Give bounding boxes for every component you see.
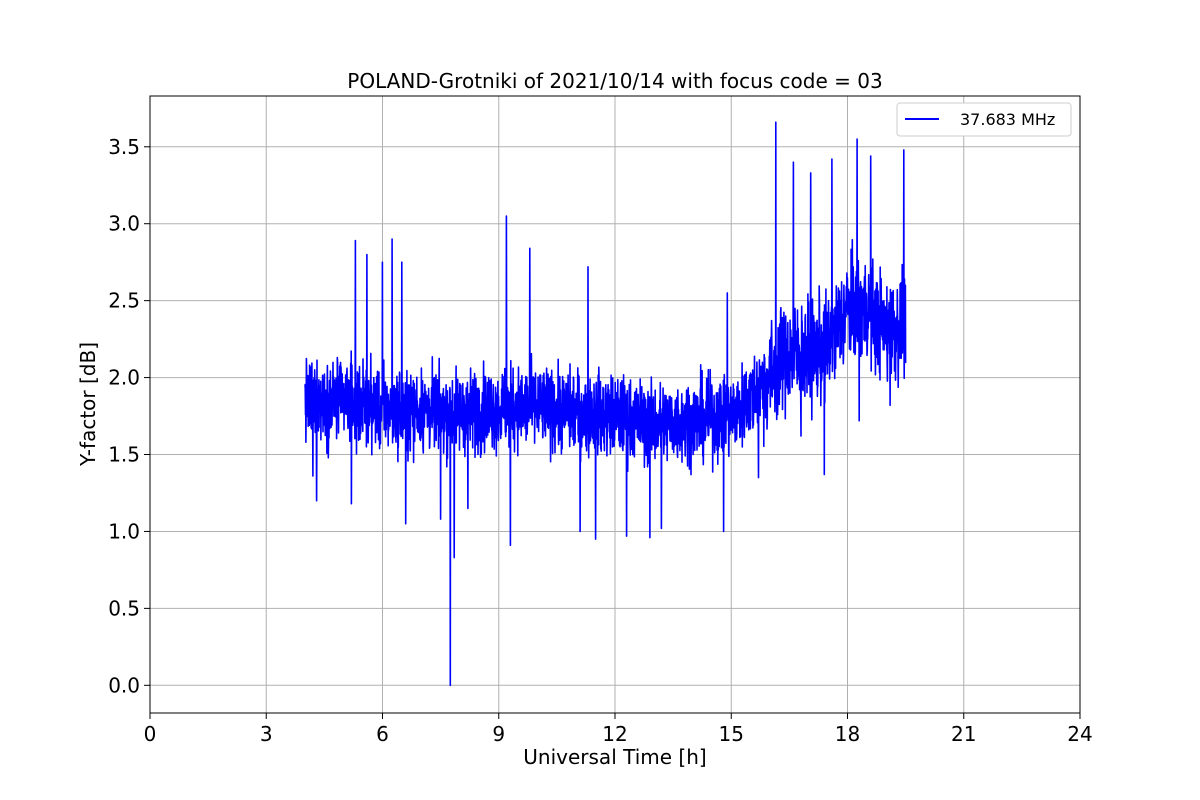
plot-area [304,121,907,687]
y-tick-label: 2.5 [108,289,140,313]
y-tick-label: 1.0 [108,519,140,543]
x-tick-label: 21 [951,722,976,746]
y-tick-label: 1.5 [108,443,140,467]
x-tick-label: 3 [260,722,273,746]
x-tick-label: 18 [835,722,860,746]
legend: 37.683 MHz [896,102,1072,137]
x-tick-label: 9 [492,722,505,746]
x-tick-label: 0 [144,722,157,746]
y-tick-label: 0.5 [108,596,140,620]
y-tick-label: 3.5 [108,135,140,159]
chart-title: POLAND-Grotniki of 2021/10/14 with focus… [347,69,882,93]
y-tick-label: 2.0 [108,366,140,390]
legend-label: 37.683 MHz [960,110,1055,129]
y-axis-label: Y-factor [dB] [76,342,100,467]
legend-box [896,102,1072,137]
x-tick-label: 6 [376,722,389,746]
x-tick-label: 15 [719,722,744,746]
axis-ticks: 0 3 6 9 12 15 18 21 24 0.0 0.5 1.0 1.5 2.0 2.5 3.0 3.5 [108,135,1093,746]
x-tick-label: 12 [602,722,627,746]
x-axis-label: Universal Time [h] [523,745,706,769]
x-tick-label: 24 [1067,722,1092,746]
y-tick-label: 0.0 [108,673,140,697]
series-layer [304,121,907,687]
y-tick-label: 3.0 [108,212,140,236]
series-line [304,121,907,687]
